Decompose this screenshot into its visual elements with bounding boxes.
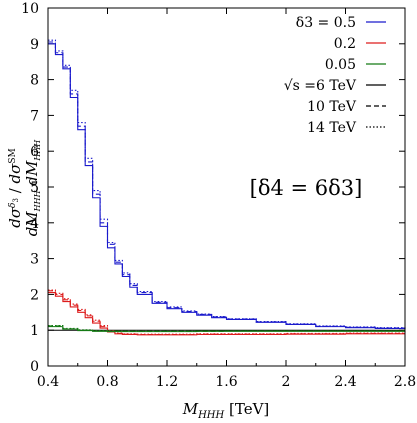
legend-label: √s =6 TeV: [284, 78, 357, 94]
y-axis-title: dσδ3 / dσSM dMHHH dMHHH: [6, 139, 42, 237]
legend-label: 0.05: [325, 57, 356, 73]
x-tick-label: 1.6: [215, 374, 237, 390]
y-tick-label: 6: [30, 144, 39, 160]
y-tick-label: 8: [30, 73, 39, 89]
series-line-delta0_2-14tev: [48, 289, 405, 335]
y-tick-label: 4: [30, 216, 39, 232]
y-tick-label: 1: [30, 323, 39, 339]
x-tick-label: 2: [282, 374, 291, 390]
legend-label: δ3 = 0.5: [296, 15, 356, 31]
legend-label: 0.2: [334, 36, 356, 52]
x-tick-label: 2.8: [394, 374, 416, 390]
y-tick-label: 10: [21, 1, 39, 17]
legend: δ3 = 0.5 0.2 0.05 √s =6 TeV 10 TeV 14 TeV: [284, 15, 386, 136]
y-tick-label: 0: [30, 359, 39, 375]
series-line-delta0_05-14tev: [48, 324, 406, 332]
y-tick-label: 3: [30, 252, 39, 268]
y-tick-label: 5: [30, 180, 39, 196]
y-tick-label: 9: [30, 37, 39, 53]
x-tick-label: 2.4: [334, 374, 356, 390]
series-line-delta0_5-14tev: [48, 39, 406, 329]
x-tick-label: 0.4: [37, 374, 59, 390]
y-tick-label: 2: [30, 287, 39, 303]
legend-label: 10 TeV: [307, 99, 357, 115]
x-tick-label: 1.2: [156, 374, 178, 390]
x-tick-label: 0.8: [96, 374, 118, 390]
tick-labels: 0.4 0.8 1.2 1.6 2 2.4 2.8 0 1 2 3 4 5 6 7 8 9 10: [21, 1, 416, 390]
delta-relation-annotation: [δ4 = 6δ3]: [250, 176, 363, 200]
plot-frame: [47, 7, 406, 367]
series-line-delta0_2-6tev: [48, 292, 405, 336]
legend-label: 14 TeV: [307, 120, 357, 136]
svg-text:dσδ3 / dσSM: dσδ3 / dσSM: [6, 148, 24, 228]
svg-text:dMHHH dMHHH: dMHHH dMHHH: [23, 139, 42, 237]
series-line-delta0_05-10tev: [48, 325, 405, 332]
series-lines: [48, 39, 406, 336]
x-axis-title: MHHH [TeV]: [182, 400, 270, 421]
y-tick-label: 7: [30, 108, 39, 124]
